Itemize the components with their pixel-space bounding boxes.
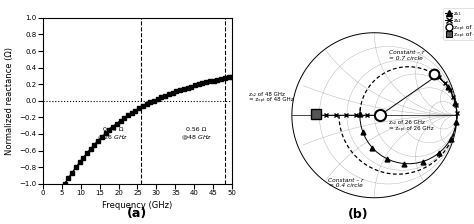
Y-axis label: Normalized reactance (Ω): Normalized reactance (Ω) (5, 47, 14, 155)
Legend: zₛ₁, zₛ₂, zₒₚₜ of 26GHz, zₒₚₜ of 48GHz: zₛ₁, zₛ₂, zₒₚₜ of 26GHz, zₒₚₜ of 48GHz (443, 9, 474, 40)
X-axis label: Frequency (GHz): Frequency (GHz) (102, 201, 173, 211)
Text: 0.56 Ω
$\it{@ 48\ GHz}$: 0.56 Ω $\it{@ 48\ GHz}$ (181, 127, 212, 142)
Text: 0.13 Ω
$\it{@ 26\ GHz}$: 0.13 Ω $\it{@ 26\ GHz}$ (97, 127, 128, 142)
Text: zₛ₂ of 26 GHz
= zₒₚₜ of 26 GHz: zₛ₂ of 26 GHz = zₒₚₜ of 26 GHz (389, 120, 434, 131)
Text: (a): (a) (128, 207, 147, 220)
Text: Constant – r
= 0.4 circle: Constant – r = 0.4 circle (328, 177, 363, 188)
Text: (b): (b) (347, 208, 368, 221)
Text: zₛ₂ of 48 GHz
= zₒₚₜ of 48 GHz: zₛ₂ of 48 GHz = zₒₚₜ of 48 GHz (249, 92, 293, 103)
Text: Constant – r
= 0.7 circle: Constant – r = 0.7 circle (389, 50, 425, 61)
